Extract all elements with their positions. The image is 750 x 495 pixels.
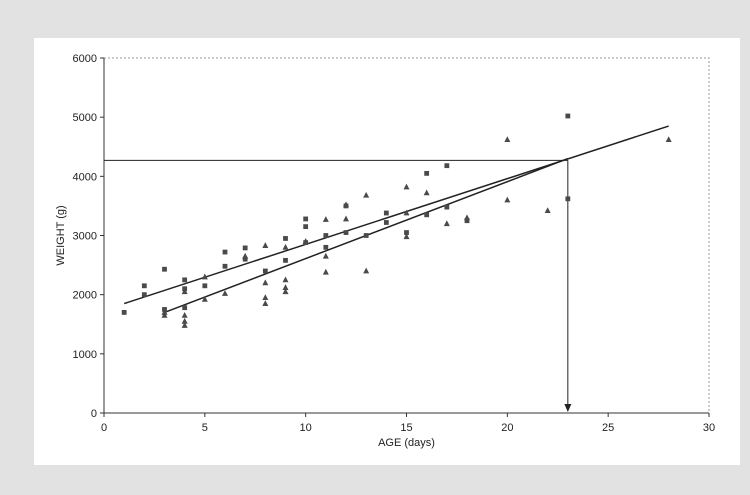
x-tick-label: 20 [501, 422, 513, 434]
triangle-point [262, 300, 269, 306]
triangle-point [161, 311, 168, 318]
triangle-point [242, 252, 249, 259]
data-points [121, 113, 672, 328]
triangle-point [504, 136, 511, 143]
triangle-point [282, 243, 289, 250]
triangle-point [161, 309, 168, 315]
square-point [343, 230, 349, 235]
triangle-point [262, 242, 269, 248]
square-point [444, 204, 450, 210]
triangle-point [181, 311, 188, 318]
square-point [424, 212, 430, 218]
triangle-point [343, 215, 349, 222]
square-point [202, 283, 208, 289]
chart-frame: 0 5 10 15 20 25 30 0 1000 2000 3000 4000 5000 6000 AG… [34, 38, 740, 465]
square-point [303, 224, 309, 230]
triangle-point [403, 209, 410, 216]
square-point [283, 257, 288, 263]
y-tick-label: 1000 [73, 349, 97, 361]
triangle-point [302, 238, 309, 244]
square-point [222, 249, 228, 255]
triangle-point [201, 296, 208, 302]
triangle-point [201, 273, 208, 280]
square-point [424, 170, 430, 176]
square-point [222, 263, 228, 269]
square-point [141, 292, 147, 298]
triangle-point [322, 216, 329, 222]
triangle-point [181, 317, 188, 324]
square-point [182, 277, 188, 283]
triangle-point [443, 220, 450, 227]
triangle-point [222, 290, 228, 296]
y-tick-label: 6000 [73, 53, 97, 65]
annotation [104, 159, 572, 412]
triangle-point [262, 294, 269, 301]
triangle-point [403, 183, 410, 190]
triangle-point [363, 191, 370, 198]
triangle-point [464, 214, 470, 221]
y-tick-label: 3000 [73, 231, 97, 243]
square-point [323, 233, 329, 238]
y-axis-label: WEIGHT (g) [55, 205, 67, 265]
x-tick-label: 25 [602, 422, 614, 434]
x-axis-label: AGE (days) [378, 437, 435, 449]
square-point [323, 244, 329, 250]
square-point [303, 216, 309, 222]
triangle-point [262, 279, 269, 286]
square-point [162, 266, 167, 272]
triangle-point [363, 267, 370, 274]
square-point [404, 230, 409, 235]
triangle-point [504, 196, 511, 203]
triangle-point [322, 252, 329, 259]
triangle-point [282, 288, 289, 295]
triangle-point [403, 233, 410, 240]
trendline [123, 125, 669, 305]
square-point [242, 245, 248, 251]
plot-area-border [104, 57, 710, 413]
triangle-point [282, 276, 289, 283]
x-tick-label: 10 [300, 422, 312, 434]
square-point [565, 113, 571, 119]
triangle-point [544, 207, 551, 214]
triangle-point [282, 284, 289, 290]
square-point [444, 163, 450, 169]
x-tick-label: 0 [101, 422, 107, 434]
x-tick-label: 30 [703, 422, 715, 434]
arrow-head [564, 404, 572, 412]
square-point [383, 220, 389, 225]
square-point [262, 268, 268, 274]
y-tick-label: 2000 [73, 290, 97, 302]
square-point [363, 233, 369, 238]
triangle-point [665, 136, 672, 143]
axis-ticks: 0 5 10 15 20 25 30 0 1000 2000 3000 4000 5000 6000 [73, 53, 716, 434]
scatter-chart: 0 5 10 15 20 25 30 0 1000 2000 3000 4000 5000 6000 AG… [55, 53, 716, 449]
triangle-point [423, 189, 430, 196]
x-tick-label: 15 [400, 422, 412, 434]
square-point [464, 218, 470, 224]
triangle-point [322, 268, 329, 275]
x-tick-label: 5 [202, 422, 208, 434]
square-point [383, 210, 389, 216]
square-point [565, 196, 571, 202]
square-point [283, 236, 288, 241]
y-tick-label: 4000 [73, 171, 97, 183]
square-point [242, 256, 248, 262]
triangle-point [181, 322, 188, 328]
square-point [182, 305, 188, 311]
triangle-point [181, 288, 188, 295]
square-point [121, 310, 127, 315]
square-point [141, 283, 147, 289]
y-tick-label: 5000 [73, 112, 97, 124]
triangle-point [343, 201, 349, 208]
y-tick-label: 0 [91, 408, 97, 420]
